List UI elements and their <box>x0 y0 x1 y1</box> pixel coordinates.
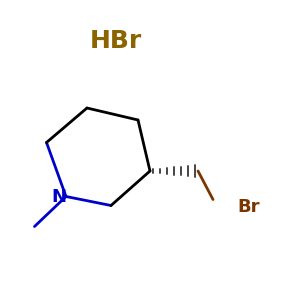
Text: HBr: HBr <box>89 28 142 52</box>
Text: N: N <box>51 188 66 206</box>
Text: Br: Br <box>237 198 260 216</box>
